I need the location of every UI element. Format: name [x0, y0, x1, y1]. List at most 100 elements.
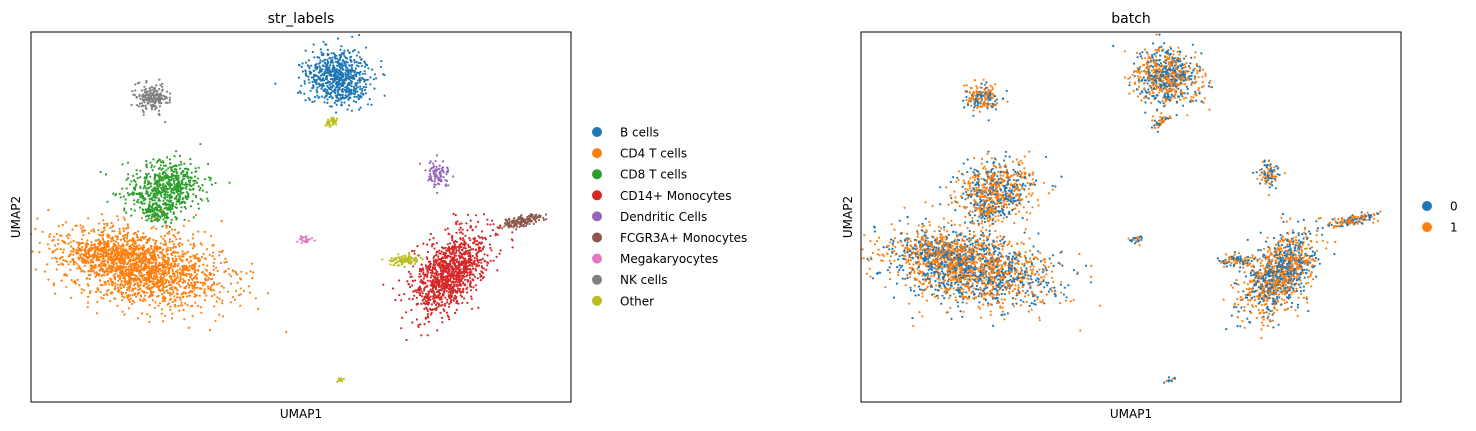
- data-point: [308, 81, 311, 84]
- data-point: [182, 291, 185, 294]
- data-point: [61, 255, 64, 259]
- data-point: [453, 253, 456, 256]
- data-point: [128, 245, 131, 248]
- data-point: [99, 247, 103, 250]
- data-point: [84, 247, 87, 250]
- data-point: [207, 276, 210, 279]
- data-point: [199, 197, 202, 200]
- data-point: [208, 253, 211, 256]
- data-point: [114, 282, 117, 285]
- data-point: [149, 104, 153, 107]
- data-point: [104, 259, 107, 262]
- data-point: [319, 68, 322, 71]
- data-point: [532, 222, 535, 225]
- data-point: [179, 273, 182, 276]
- data-point: [180, 255, 183, 258]
- data-point: [468, 271, 471, 274]
- data-point: [408, 285, 412, 289]
- data-point: [136, 278, 139, 281]
- data-point: [62, 263, 65, 266]
- data-point: [320, 87, 323, 90]
- data-point: [352, 85, 355, 88]
- data-point: [205, 294, 208, 297]
- data-point: [197, 166, 200, 169]
- data-point: [319, 61, 322, 64]
- data-point: [64, 259, 67, 262]
- data-point: [168, 225, 172, 228]
- data-point: [82, 257, 85, 260]
- data-point: [161, 173, 164, 176]
- data-point: [337, 97, 340, 100]
- data-point: [420, 263, 423, 266]
- data-point: [119, 284, 122, 287]
- data-point: [439, 311, 442, 314]
- data-point: [127, 268, 130, 271]
- data-point: [455, 300, 458, 303]
- data-point: [126, 233, 129, 236]
- data-point: [146, 101, 149, 104]
- data-point: [138, 102, 141, 105]
- data-point: [347, 104, 351, 107]
- data-point: [175, 203, 178, 206]
- data-point: [128, 294, 131, 297]
- data-point: [445, 179, 449, 182]
- data-point: [212, 265, 215, 268]
- data-point: [54, 244, 57, 247]
- data-point: [135, 234, 139, 237]
- data-point: [357, 71, 360, 74]
- data-point: [189, 179, 192, 182]
- data-point: [90, 248, 93, 251]
- data-point: [140, 102, 143, 105]
- data-point: [123, 280, 126, 283]
- data-point: [162, 199, 165, 202]
- data-point: [164, 120, 167, 124]
- data-point: [447, 169, 450, 172]
- data-point: [14, 248, 16, 250]
- data-point: [522, 223, 526, 227]
- data-point: [313, 100, 316, 103]
- data-point: [430, 245, 434, 248]
- data-point: [97, 229, 100, 232]
- data-point: [463, 269, 466, 272]
- data-point: [87, 270, 90, 273]
- data-point: [439, 172, 442, 175]
- data-point: [109, 237, 113, 240]
- data-point: [182, 278, 185, 281]
- data-point: [116, 257, 119, 260]
- data-point: [102, 253, 105, 256]
- data-point: [201, 199, 204, 202]
- data-point: [151, 277, 154, 280]
- data-point: [153, 182, 156, 185]
- data-point: [450, 288, 453, 291]
- data-point: [178, 309, 181, 312]
- data-point: [498, 226, 501, 229]
- data-point: [163, 170, 166, 173]
- data-point: [137, 260, 140, 263]
- data-point: [160, 256, 164, 259]
- data-point: [307, 59, 310, 62]
- data-point: [149, 251, 152, 254]
- data-point: [133, 280, 136, 283]
- data-point: [451, 273, 454, 276]
- data-point: [80, 270, 83, 273]
- data-point: [346, 61, 349, 64]
- data-point: [127, 231, 130, 234]
- data-point: [195, 253, 198, 256]
- data-point: [340, 76, 343, 79]
- data-point: [171, 257, 174, 260]
- data-point: [144, 208, 147, 211]
- data-point: [152, 210, 155, 213]
- data-point: [218, 291, 221, 294]
- data-point: [311, 100, 314, 103]
- data-point: [411, 321, 414, 324]
- data-point: [194, 167, 197, 170]
- data-point: [176, 200, 179, 203]
- data-point: [136, 268, 139, 271]
- data-point: [164, 185, 168, 188]
- data-point: [81, 238, 84, 241]
- data-point: [461, 288, 465, 291]
- data-point: [449, 297, 452, 300]
- data-point: [341, 94, 344, 97]
- data-point: [323, 70, 326, 73]
- data-point: [138, 244, 141, 247]
